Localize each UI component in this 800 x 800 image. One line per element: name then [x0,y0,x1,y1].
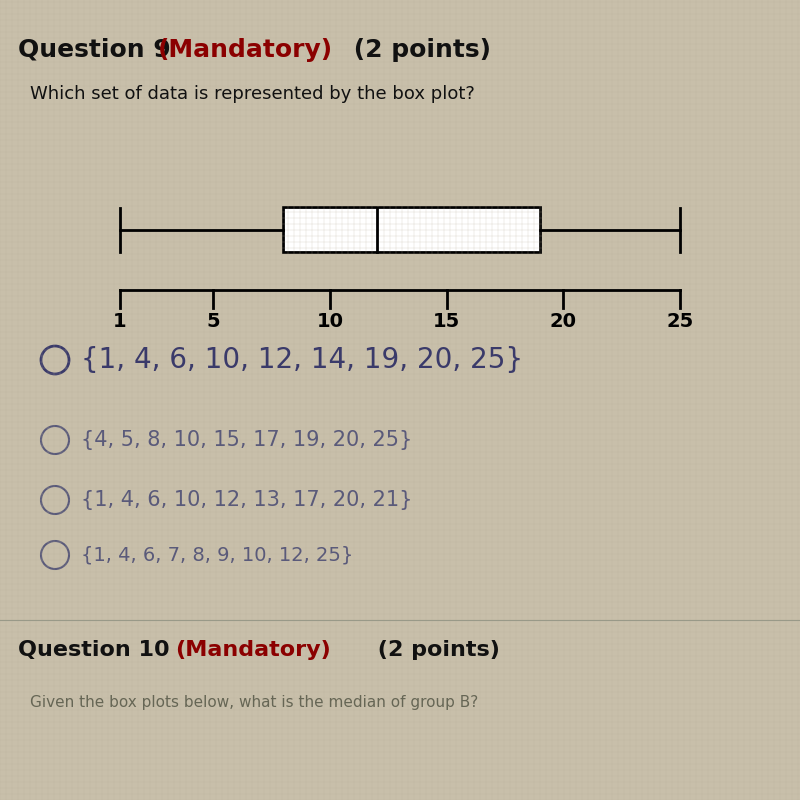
Text: (Mandatory): (Mandatory) [158,38,333,62]
Text: (2 points): (2 points) [370,640,500,660]
Text: {4, 5, 8, 10, 15, 17, 19, 20, 25}: {4, 5, 8, 10, 15, 17, 19, 20, 25} [81,430,412,450]
Text: (Mandatory): (Mandatory) [175,640,330,660]
Text: Which set of data is represented by the box plot?: Which set of data is represented by the … [30,85,475,103]
Text: {1, 4, 6, 7, 8, 9, 10, 12, 25}: {1, 4, 6, 7, 8, 9, 10, 12, 25} [81,546,354,565]
Text: Question 9: Question 9 [18,38,179,62]
Text: (2 points): (2 points) [345,38,491,62]
Text: Given the box plots below, what is the median of group B?: Given the box plots below, what is the m… [30,695,478,710]
Text: Question 10: Question 10 [18,640,178,660]
Text: 5: 5 [206,312,220,331]
Text: {1, 4, 6, 10, 12, 14, 19, 20, 25}: {1, 4, 6, 10, 12, 14, 19, 20, 25} [81,346,523,374]
Text: 1: 1 [113,312,127,331]
Text: {1, 4, 6, 10, 12, 13, 17, 20, 21}: {1, 4, 6, 10, 12, 13, 17, 20, 21} [81,490,412,510]
Text: 10: 10 [317,312,343,331]
Bar [283,207,540,252]
Text: 15: 15 [433,312,460,331]
Text: 25: 25 [666,312,694,331]
Text: 20: 20 [550,312,577,331]
